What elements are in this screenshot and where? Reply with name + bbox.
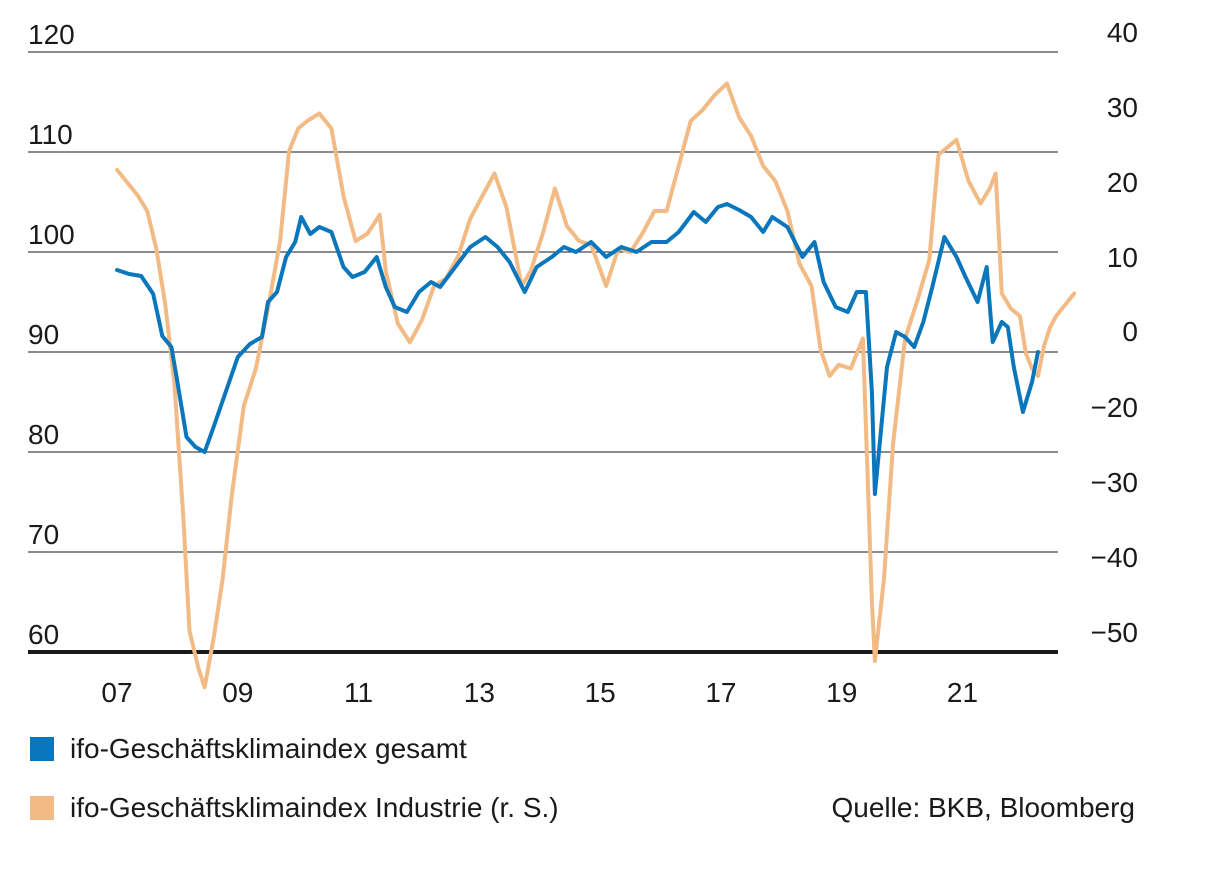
legend-item-industrie: ifo-Geschäftsklimaindex Industrie (r. S.… [30, 792, 559, 824]
left-tick-label: 100 [28, 219, 75, 250]
right-tick-label: 10 [1107, 242, 1138, 273]
left-tick-label: 90 [28, 319, 59, 350]
x-tick-label: 21 [947, 677, 978, 708]
right-tick-label: −50 [1091, 617, 1139, 648]
right-tick-label: −40 [1091, 542, 1139, 573]
x-tick-label: 09 [222, 677, 253, 708]
left-tick-label: 60 [28, 619, 59, 650]
x-tick-label: 07 [101, 677, 132, 708]
series-lines [115, 81, 1077, 690]
right-tick-label: 0 [1122, 316, 1138, 347]
left-tick-label: 70 [28, 519, 59, 550]
right-tick-label: −20 [1091, 392, 1139, 423]
source-note: Quelle: BKB, Bloomberg [831, 792, 1136, 823]
right-axis-ticks: 40 30 20 10 0 −20 −30 −40 −50 [1091, 17, 1139, 648]
x-tick-label: 15 [585, 677, 616, 708]
series-line-industrie [115, 81, 1077, 690]
left-tick-label: 80 [28, 419, 59, 450]
x-tick-label: 13 [464, 677, 495, 708]
legend-item-gesamt: ifo-Geschäftsklimaindex gesamt [30, 733, 467, 765]
series-line-gesamt [115, 202, 1040, 496]
right-tick-label: 40 [1107, 17, 1138, 48]
x-tick-label: 19 [826, 677, 857, 708]
gridlines [28, 51, 1058, 654]
x-tick-label: 17 [705, 677, 736, 708]
x-axis-ticks: 07 09 11 13 15 17 19 21 [101, 677, 978, 708]
right-tick-label: 20 [1107, 167, 1138, 198]
left-tick-label: 120 [28, 19, 75, 50]
legend-label-industrie: ifo-Geschäftsklimaindex Industrie (r. S.… [70, 792, 559, 823]
right-tick-label: 30 [1107, 92, 1138, 123]
legend-label-gesamt: ifo-Geschäftsklimaindex gesamt [70, 733, 467, 764]
left-axis-ticks: 120 110 100 90 80 70 60 [28, 19, 75, 650]
right-tick-label: −30 [1091, 467, 1139, 498]
x-tick-label: 11 [344, 677, 373, 708]
legend-swatch-gesamt [30, 737, 54, 761]
left-tick-label: 110 [28, 119, 73, 150]
legend-swatch-industrie [30, 796, 54, 820]
